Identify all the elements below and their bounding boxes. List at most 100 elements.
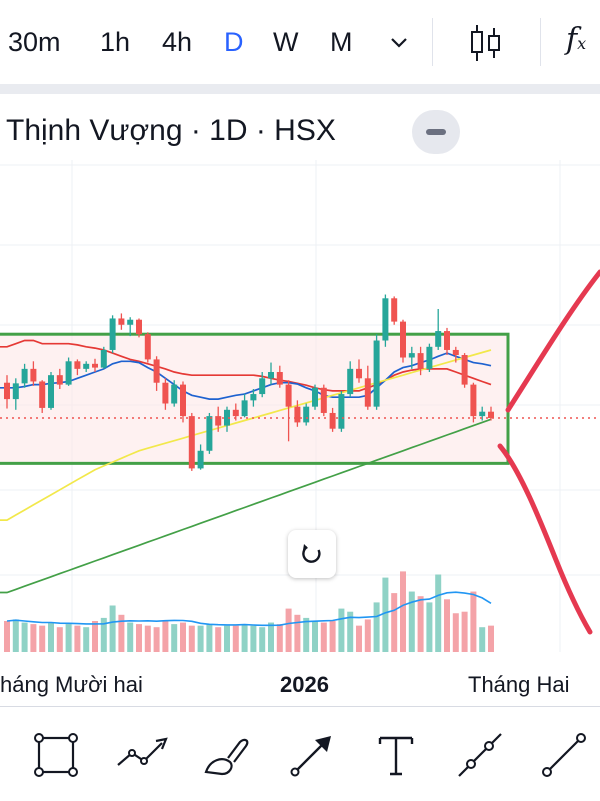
candle-body	[408, 353, 415, 358]
candle-body	[426, 346, 433, 369]
timeframe-1h[interactable]: 1h	[100, 27, 131, 57]
candle-body	[470, 384, 477, 417]
candle-body	[153, 359, 160, 383]
volume-bar	[127, 622, 134, 652]
volume-bar	[4, 621, 10, 652]
candle-body	[320, 387, 327, 413]
candle-body	[276, 372, 283, 385]
candle-body	[488, 411, 494, 418]
candle-body	[171, 384, 178, 404]
volume-bar	[180, 622, 186, 652]
volume-bar	[276, 624, 283, 652]
candle-body	[303, 406, 310, 423]
volume-bar	[250, 625, 257, 652]
text-icon[interactable]	[366, 725, 426, 785]
candle-body	[65, 361, 72, 385]
volume-bar	[136, 624, 142, 652]
volume-bar	[259, 627, 266, 652]
drawing-toolbar	[0, 706, 600, 801]
timeframe-d[interactable]: D	[224, 27, 244, 57]
line-icon[interactable]	[534, 725, 594, 785]
volume-bar	[224, 625, 230, 652]
toolbar-divider	[540, 18, 541, 66]
volume-bar	[444, 599, 450, 652]
volume-bar	[100, 617, 107, 652]
candle-body	[479, 411, 486, 417]
drawn-arrow	[497, 269, 600, 635]
candle-body	[12, 383, 19, 400]
candle-body	[206, 416, 213, 451]
chevron-down-icon[interactable]	[385, 28, 413, 56]
timeframe-30m[interactable]: 30m	[8, 27, 61, 57]
candle-body	[136, 319, 142, 335]
candle-body	[461, 355, 468, 385]
volume-bar	[400, 571, 406, 652]
candle-body	[48, 375, 54, 408]
toolbar-divider	[432, 18, 433, 66]
candle-body	[250, 394, 257, 401]
volume-bar	[356, 625, 362, 652]
candle-body	[400, 321, 406, 358]
candlestick-icon[interactable]	[466, 22, 506, 64]
volume-bar	[479, 627, 486, 652]
trendline-icon[interactable]	[450, 725, 510, 785]
candle-body	[100, 349, 107, 368]
candle-body	[39, 381, 46, 408]
symbol-header	[0, 94, 600, 160]
arrow-icon[interactable]	[282, 725, 342, 785]
volume-bar	[109, 605, 116, 652]
candle-body	[285, 384, 292, 407]
candle-body	[338, 394, 345, 429]
candle-body	[259, 378, 266, 395]
volume-bar	[74, 625, 81, 652]
volume-bar	[118, 614, 125, 652]
candle-body	[30, 368, 37, 382]
moving-average-line	[0, 339, 492, 392]
price-chart[interactable]	[0, 160, 600, 660]
candle-body	[364, 378, 371, 407]
volume-bar	[329, 621, 336, 652]
time-axis-label: Tháng Hai	[468, 672, 570, 697]
candle-body	[373, 340, 380, 407]
polyline-icon[interactable]	[112, 725, 172, 785]
moving-average-line	[0, 349, 492, 521]
volume-bar	[426, 602, 433, 652]
volume-bar	[373, 602, 380, 652]
volume-bar	[144, 625, 151, 652]
function-icon[interactable]: fx	[566, 22, 587, 57]
time-axis-year: 2026	[280, 672, 329, 697]
volume-bar	[417, 596, 424, 652]
volume-bar	[206, 624, 213, 652]
volume-bar	[312, 621, 318, 652]
volume-bar	[408, 591, 415, 652]
candle-body	[312, 387, 318, 407]
volume-bar	[364, 619, 371, 652]
rectangle-icon[interactable]	[26, 725, 86, 785]
volume-bar	[435, 574, 442, 652]
drawn-down-stroke	[497, 443, 593, 635]
volume-bar	[391, 593, 398, 652]
candlesticks	[4, 294, 494, 471]
timeframe-m[interactable]: M	[330, 27, 353, 57]
candle-body	[118, 318, 125, 325]
candle-body	[162, 382, 169, 404]
candle-body	[417, 353, 424, 369]
candle-body	[83, 363, 90, 369]
candle-body	[21, 368, 28, 384]
minus-icon[interactable]	[412, 110, 460, 154]
timeframe-w[interactable]: W	[273, 27, 299, 57]
volume-bar	[452, 613, 459, 652]
volume-bar	[56, 627, 63, 652]
volume-bar	[303, 617, 310, 652]
volume-bar	[294, 614, 301, 652]
candle-body	[329, 412, 336, 429]
symbol-title[interactable]: Thịnh Vượng · 1D · HSX	[6, 114, 336, 147]
brush-icon[interactable]	[198, 725, 258, 785]
volume-bar	[285, 608, 292, 652]
candle-body	[391, 298, 398, 322]
reset-rotate-icon[interactable]	[288, 530, 336, 578]
timeframe-4h[interactable]: 4h	[162, 27, 193, 57]
candle-body	[56, 375, 63, 385]
volume-bar	[188, 625, 195, 652]
volume-bar	[171, 624, 178, 652]
